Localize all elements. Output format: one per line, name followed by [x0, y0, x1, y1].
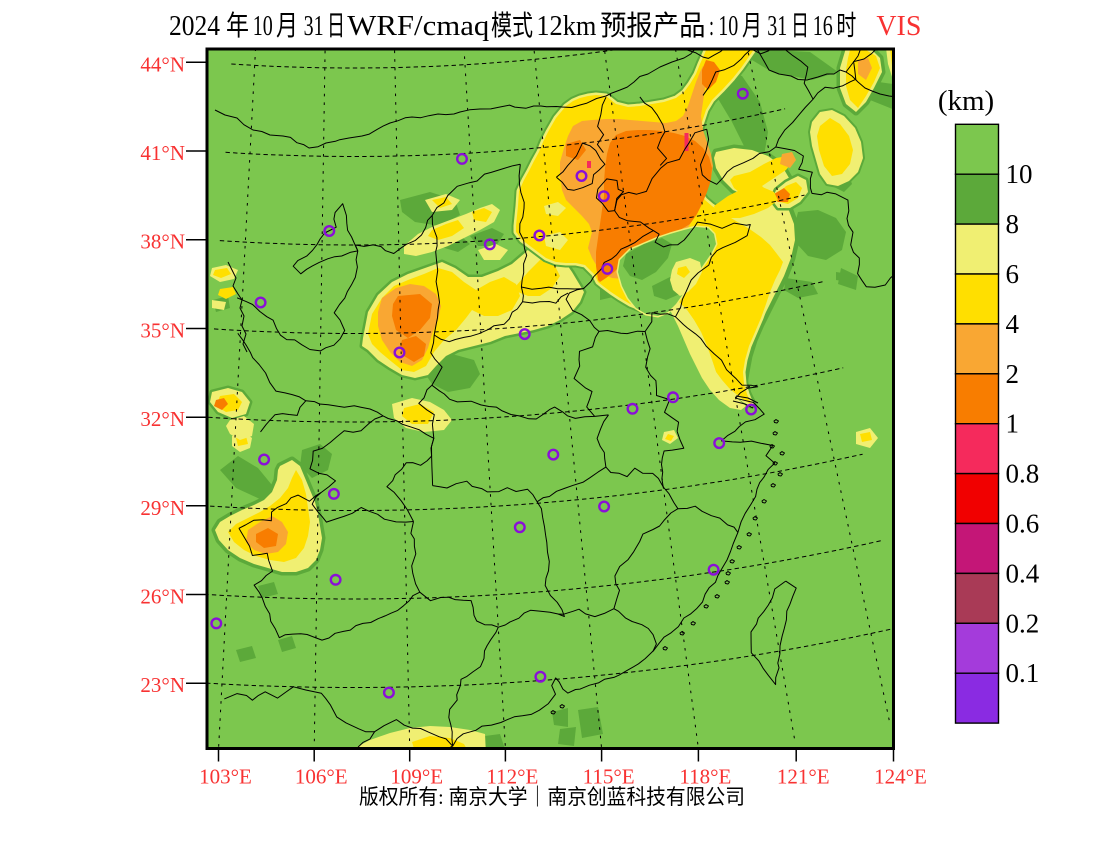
svg-text:26°N: 26°N [140, 585, 185, 609]
svg-text:23°N: 23°N [140, 673, 185, 697]
svg-text:115°E: 115°E [583, 765, 635, 789]
svg-text:16: 16 [813, 11, 833, 42]
svg-text:0.6: 0.6 [1006, 509, 1040, 539]
svg-text:VIS: VIS [876, 11, 921, 42]
svg-text:35°N: 35°N [140, 319, 185, 343]
svg-text:4: 4 [1006, 309, 1020, 339]
svg-text:年: 年 [226, 10, 249, 42]
svg-text:0.2: 0.2 [1006, 608, 1040, 638]
svg-text:2024: 2024 [169, 11, 220, 42]
svg-text:121°E: 121°E [777, 765, 830, 789]
svg-text:(km): (km) [938, 85, 994, 117]
svg-text:日: 日 [791, 11, 809, 42]
svg-text:0.8: 0.8 [1006, 459, 1040, 489]
svg-text:0.4: 0.4 [1006, 558, 1040, 588]
svg-text:日: 日 [327, 11, 345, 42]
svg-text:6: 6 [1006, 259, 1020, 289]
svg-text:112°E: 112°E [486, 765, 538, 789]
svg-text:WRF/cmaq: WRF/cmaq [347, 11, 489, 42]
svg-text:10: 10 [1006, 159, 1033, 189]
svg-text:时: 时 [836, 10, 856, 42]
svg-text:103°E: 103°E [199, 765, 252, 789]
svg-text:1: 1 [1006, 409, 1020, 439]
svg-text:2: 2 [1006, 359, 1020, 389]
svg-text:0.1: 0.1 [1006, 658, 1040, 688]
svg-text:月: 月 [276, 11, 298, 42]
svg-text:106°E: 106°E [295, 765, 348, 789]
svg-text:32°N: 32°N [140, 407, 185, 431]
svg-text::: : [709, 11, 714, 42]
svg-text:38°N: 38°N [140, 230, 185, 254]
svg-text:预报产品: 预报产品 [600, 10, 706, 42]
svg-text:29°N: 29°N [140, 496, 185, 520]
svg-text:模式: 模式 [491, 10, 533, 42]
svg-text:版权所有: 南京大学｜南京创蓝科技有限公司: 版权所有: 南京大学｜南京创蓝科技有限公司 [359, 785, 745, 809]
svg-text:10: 10 [253, 11, 273, 42]
svg-text:41°N: 41°N [140, 141, 185, 165]
svg-text:31: 31 [767, 11, 787, 42]
svg-text:44°N: 44°N [140, 52, 185, 76]
svg-text:月: 月 [742, 11, 762, 42]
svg-text:109°E: 109°E [390, 765, 443, 789]
svg-text:124°E: 124°E [874, 765, 927, 789]
svg-text:118°E: 118°E [679, 765, 731, 789]
svg-text:8: 8 [1006, 209, 1020, 239]
svg-text:12km: 12km [536, 11, 596, 42]
svg-text:10: 10 [718, 11, 738, 42]
svg-text:31: 31 [304, 11, 324, 42]
